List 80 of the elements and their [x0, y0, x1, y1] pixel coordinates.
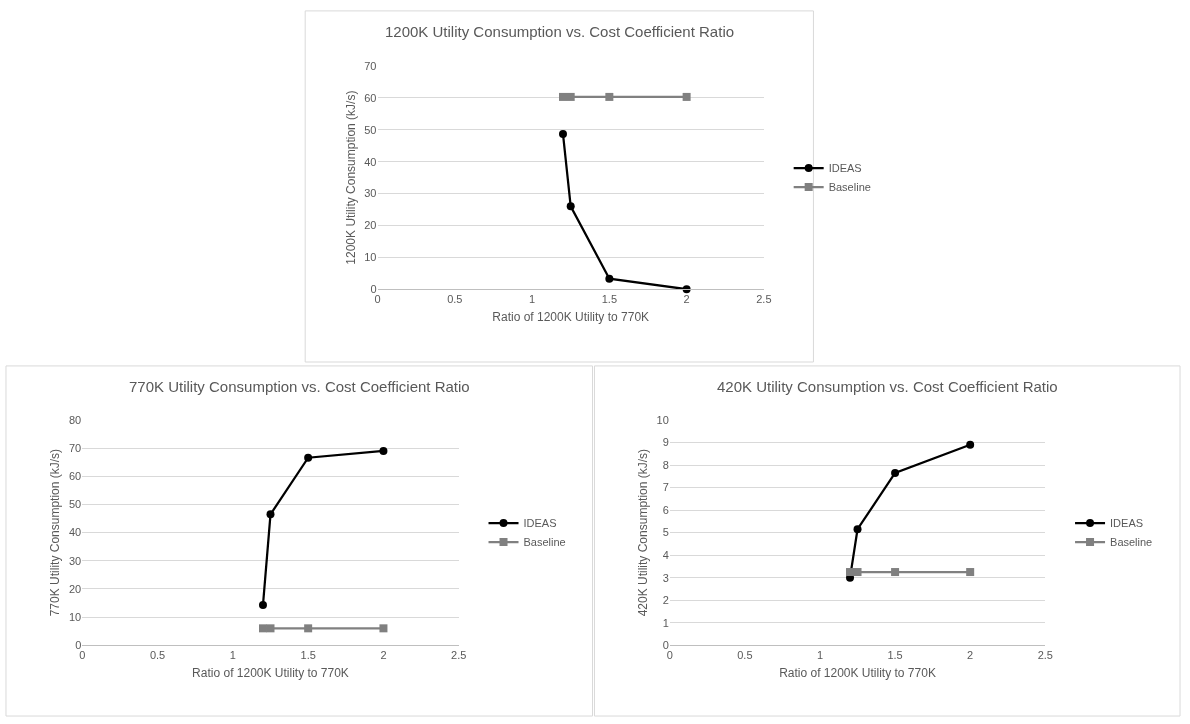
- y-tick-label: 70: [364, 59, 377, 72]
- point: [566, 202, 575, 211]
- legend-label: Baseline: [828, 181, 871, 194]
- point: [605, 274, 614, 283]
- y-tick-label: 2: [662, 594, 669, 607]
- x-axis-title: Ratio of 1200K Utility to 770K: [192, 666, 349, 681]
- y-tick-label: 10: [364, 251, 377, 264]
- y-tick-label: 7: [662, 481, 669, 494]
- y-tick-label: 6: [662, 503, 669, 516]
- y-axis-title: 1200K Utility Consumption (kJ/s): [343, 90, 358, 265]
- y-tick-label: 30: [364, 187, 377, 200]
- y-tick-label: 5: [662, 526, 669, 539]
- x-axis-title: Ratio of 1200K Utility to 770K: [779, 666, 936, 681]
- y-tick-label: 20: [69, 582, 82, 595]
- y-tick-label: 9: [662, 436, 669, 449]
- y-tick-label: 8: [662, 458, 669, 471]
- x-tick-label: 1.5: [300, 649, 316, 662]
- x-tick-label: 2: [683, 293, 690, 306]
- x-tick-label: 0.5: [149, 649, 166, 662]
- y-tick-label: 10: [656, 413, 669, 426]
- y-tick-label: 3: [662, 571, 669, 584]
- point: [379, 624, 388, 633]
- y-tick-label: 40: [364, 155, 377, 168]
- x-tick-label: 1: [816, 649, 824, 662]
- point: [853, 568, 862, 577]
- point: [258, 624, 267, 633]
- x-tick-label: 2: [967, 649, 974, 662]
- x-tick-label: 1.5: [601, 293, 617, 306]
- chart-title: 420K Utility Consumption vs. Cost Coefficient Ratio: [717, 378, 1058, 395]
- x-tick-label: 0.5: [737, 649, 753, 662]
- y-tick-label: 20: [364, 219, 377, 232]
- point: [566, 92, 575, 101]
- legend-label: Baseline: [523, 536, 566, 549]
- point: [558, 129, 567, 138]
- x-tick-label: 2.5: [451, 649, 467, 662]
- y-tick-label: 60: [364, 91, 377, 104]
- x-tick-label: 1: [229, 649, 236, 662]
- point: [605, 92, 614, 101]
- point: [891, 568, 900, 577]
- chart-title: 1200K Utility Consumption vs. Cost Coefficient Ratio: [385, 23, 735, 40]
- y-tick-label: 40: [69, 526, 82, 539]
- x-axis-title: Ratio of 1200K Utility to 770K: [492, 310, 650, 325]
- y-axis-title: 770K Utility Consumption (kJ/s): [48, 448, 63, 617]
- y-tick-label: 30: [69, 554, 82, 567]
- point: [853, 525, 862, 534]
- chart-title: 770K Utility Consumption vs. Cost Coefficient Ratio: [129, 378, 470, 395]
- point: [966, 568, 975, 577]
- point: [891, 468, 900, 477]
- point: [379, 446, 388, 455]
- y-tick-label: 0: [662, 639, 669, 652]
- y-tick-label: 80: [69, 413, 82, 426]
- y-tick-label: 50: [364, 123, 377, 136]
- y-tick-label: 70: [69, 442, 82, 455]
- point: [266, 624, 275, 633]
- x-tick-label: 2: [380, 649, 387, 662]
- legend-label: IDEAS: [523, 517, 557, 530]
- x-tick-label: 0.5: [447, 293, 463, 306]
- y-tick-label: 10: [69, 610, 82, 623]
- point: [258, 600, 267, 609]
- legend-label: IDEAS: [828, 162, 862, 175]
- y-axis-title: 420K Utility Consumption (kJ/s): [635, 448, 650, 617]
- y-tick-label: 0: [370, 283, 377, 296]
- point: [682, 92, 691, 101]
- x-tick-label: 2.5: [1037, 649, 1053, 662]
- legend-label: IDEAS: [1110, 517, 1144, 530]
- y-tick-label: 50: [69, 498, 82, 511]
- point: [304, 624, 313, 633]
- point: [846, 568, 855, 577]
- x-tick-label: 2.5: [756, 293, 772, 306]
- x-tick-label: 1.5: [887, 649, 903, 662]
- point: [266, 510, 275, 519]
- y-tick-label: 4: [662, 548, 669, 561]
- point: [966, 440, 975, 449]
- legend-label: Baseline: [1110, 536, 1153, 549]
- x-tick-label: 1: [529, 293, 536, 306]
- point: [558, 92, 567, 101]
- y-tick-label: 60: [69, 470, 82, 483]
- point: [304, 453, 313, 462]
- y-tick-label: 1: [662, 616, 669, 629]
- y-tick-label: 0: [75, 639, 82, 652]
